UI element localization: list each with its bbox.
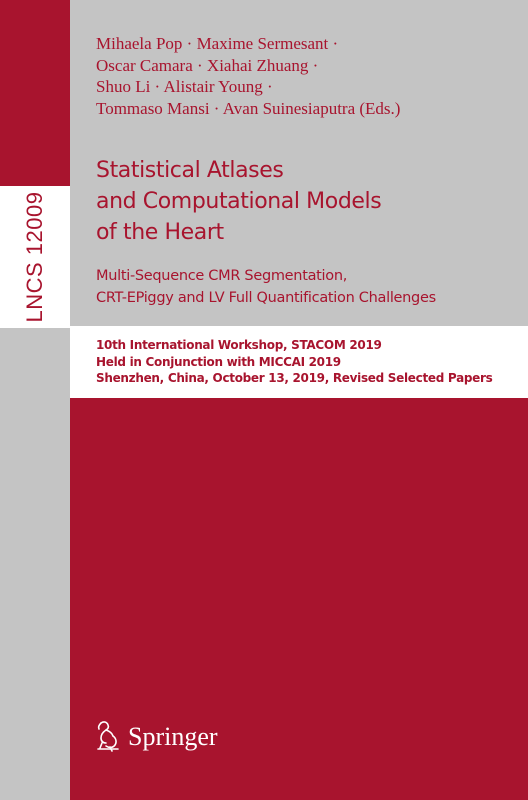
conference-line: 10th International Workshop, STACOM 2019 <box>96 338 382 352</box>
publisher-name: Springer <box>128 722 218 751</box>
publisher-logo-block: Springer <box>92 717 218 757</box>
editors-line: Tommaso Mansi · Avan Suinesiaputra (Eds.… <box>96 98 401 118</box>
subtitle-line: CRT-EPiggy and LV Full Quantification Ch… <box>96 289 436 306</box>
title-line: Statistical Atlases <box>96 158 284 183</box>
spine-bottom-band <box>0 328 70 800</box>
series-label: LNCS 12009 <box>22 191 47 323</box>
book-subtitle: Multi-Sequence CMR Segmentation, CRT-EPi… <box>96 266 516 309</box>
conference-panel <box>70 326 528 398</box>
title-line: and Computational Models <box>96 189 382 214</box>
title-line: of the Heart <box>96 220 224 245</box>
footer-panel <box>70 398 528 800</box>
editors-list: Mihaela Pop · Maxime Sermesant · Oscar C… <box>96 33 516 119</box>
spine-series-band <box>0 186 70 328</box>
spine-top-band <box>0 0 70 186</box>
conference-line: Held in Conjunction with MICCAI 2019 <box>96 354 341 369</box>
subtitle-line: Multi-Sequence CMR Segmentation, <box>96 268 348 284</box>
conference-line: Shenzhen, China, October 13, 2019, Revis… <box>96 371 493 385</box>
conference-info: 10th International Workshop, STACOM 2019… <box>96 337 516 387</box>
book-title: Statistical Atlases and Computational Mo… <box>96 155 516 248</box>
editors-line: Shuo Li · Alistair Young · <box>96 77 273 96</box>
editors-line: Oscar Camara · Xiahai Zhuang · <box>96 55 319 75</box>
springer-horse-icon <box>97 721 119 752</box>
editors-line: Mihaela Pop · Maxime Sermesant · <box>96 34 339 53</box>
header-panel <box>70 0 528 326</box>
